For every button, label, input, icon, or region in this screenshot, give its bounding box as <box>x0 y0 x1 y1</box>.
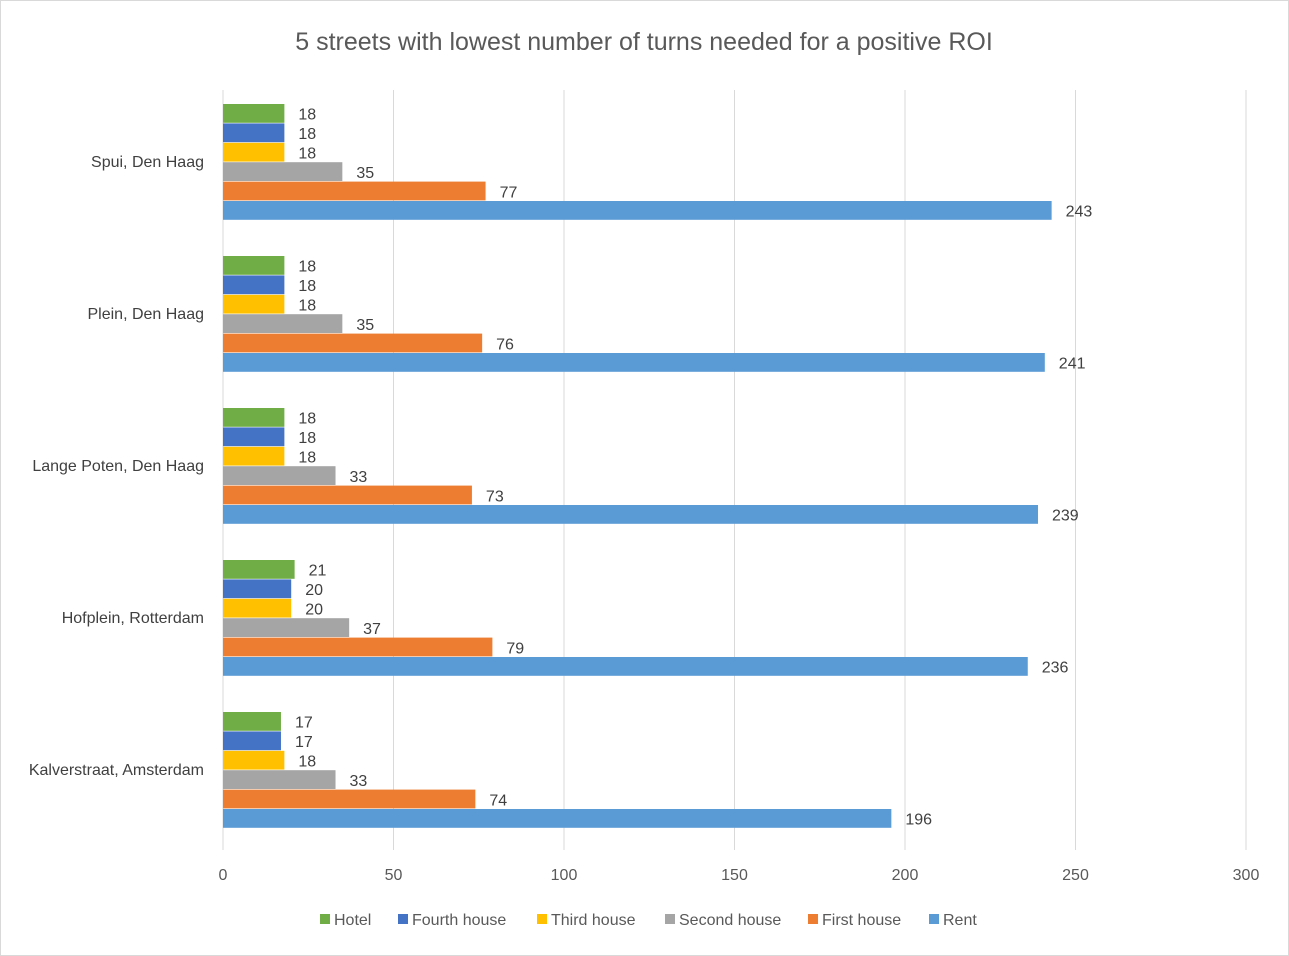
legend-label: Third house <box>551 912 636 929</box>
x-axis-ticks: 0 50 100 150 200 250 300 <box>219 867 1260 884</box>
data-label: 20 <box>305 602 323 619</box>
data-label: 236 <box>1042 660 1069 677</box>
data-label: 239 <box>1052 508 1079 525</box>
legend-item: First house <box>808 912 901 929</box>
data-label: 243 <box>1066 204 1093 221</box>
bar <box>223 104 285 123</box>
legend-label: Hotel <box>334 912 371 929</box>
data-label: 77 <box>500 184 518 201</box>
bars <box>223 104 1052 828</box>
bar <box>223 750 285 770</box>
legend-swatch <box>665 914 675 924</box>
category-label: Kalverstraat, Amsterdam <box>29 762 204 779</box>
bar <box>223 314 343 333</box>
data-label: 74 <box>489 792 507 809</box>
bar <box>223 446 285 466</box>
x-tick-label: 300 <box>1233 867 1260 884</box>
bar <box>223 789 476 809</box>
legend-label: Second house <box>679 912 781 929</box>
bar <box>223 466 336 485</box>
data-label: 18 <box>298 126 316 143</box>
category-label: Plein, Den Haag <box>87 306 204 323</box>
bar <box>223 657 1028 676</box>
bar <box>223 162 343 181</box>
bar <box>223 181 486 201</box>
bar <box>223 770 336 789</box>
bar <box>223 618 350 637</box>
bar <box>223 333 483 353</box>
legend-label: Fourth house <box>412 912 506 929</box>
legend-swatch <box>929 914 939 924</box>
bar <box>223 275 285 295</box>
bar <box>223 201 1052 220</box>
legend-item: Third house <box>537 912 636 929</box>
bar <box>223 123 285 143</box>
data-label: 17 <box>295 715 313 732</box>
data-label: 76 <box>496 336 514 353</box>
data-label: 18 <box>298 450 316 467</box>
x-tick-label: 200 <box>892 867 919 884</box>
bar <box>223 294 285 314</box>
data-label: 73 <box>486 488 504 505</box>
bar <box>223 809 892 828</box>
x-tick-label: 50 <box>385 867 403 884</box>
data-label: 35 <box>356 165 374 182</box>
legend-swatch <box>808 914 818 924</box>
bar <box>223 579 292 599</box>
legend-label: Rent <box>943 912 977 929</box>
legend-swatch <box>537 914 547 924</box>
bar <box>223 637 493 657</box>
legend-swatch <box>320 914 330 924</box>
x-tick-label: 100 <box>551 867 578 884</box>
legend-item: Second house <box>665 912 781 929</box>
category-label: Hofplein, Rotterdam <box>62 610 204 627</box>
data-label: 21 <box>309 563 327 580</box>
bar <box>223 560 295 579</box>
data-label: 37 <box>363 621 381 638</box>
bar <box>223 712 281 731</box>
data-label: 33 <box>350 469 368 486</box>
category-label: Lange Poten, Den Haag <box>32 458 204 475</box>
data-label: 17 <box>295 734 313 751</box>
category-label: Spui, Den Haag <box>91 154 204 171</box>
legend-item: Rent <box>929 912 977 929</box>
data-label: 18 <box>298 107 316 124</box>
data-label: 18 <box>298 754 316 771</box>
bar <box>223 598 292 618</box>
data-label: 18 <box>298 146 316 163</box>
bar <box>223 256 285 275</box>
data-label: 18 <box>298 259 316 276</box>
data-label: 79 <box>506 640 524 657</box>
category-labels: Spui, Den Haag Plein, Den Haag Lange Poten… <box>29 154 204 779</box>
legend: Hotel Fourth house Third house Second house… <box>320 912 977 929</box>
bar <box>223 485 472 505</box>
data-labels: 18 18 18 35 77 243 18 18 18 35 76 241 18 18 18 33 73 239 2… <box>295 107 1092 829</box>
data-label: 35 <box>356 317 374 334</box>
x-tick-label: 0 <box>219 867 228 884</box>
legend-label: First house <box>822 912 901 929</box>
data-label: 33 <box>350 773 368 790</box>
bar <box>223 427 285 447</box>
data-label: 18 <box>298 298 316 315</box>
bar <box>223 353 1045 372</box>
bar <box>223 142 285 162</box>
bar <box>223 408 285 427</box>
legend-item: Hotel <box>320 912 371 929</box>
legend-swatch <box>398 914 408 924</box>
data-label: 18 <box>298 430 316 447</box>
bar <box>223 731 281 751</box>
chart-title: 5 streets with lowest number of turns ne… <box>295 28 993 56</box>
x-tick-label: 250 <box>1062 867 1089 884</box>
legend-item: Fourth house <box>398 912 506 929</box>
data-label: 241 <box>1059 356 1086 373</box>
x-tick-label: 150 <box>721 867 748 884</box>
data-label: 18 <box>298 278 316 295</box>
bar <box>223 505 1038 524</box>
data-label: 196 <box>905 812 932 829</box>
data-label: 18 <box>298 411 316 428</box>
data-label: 20 <box>305 582 323 599</box>
